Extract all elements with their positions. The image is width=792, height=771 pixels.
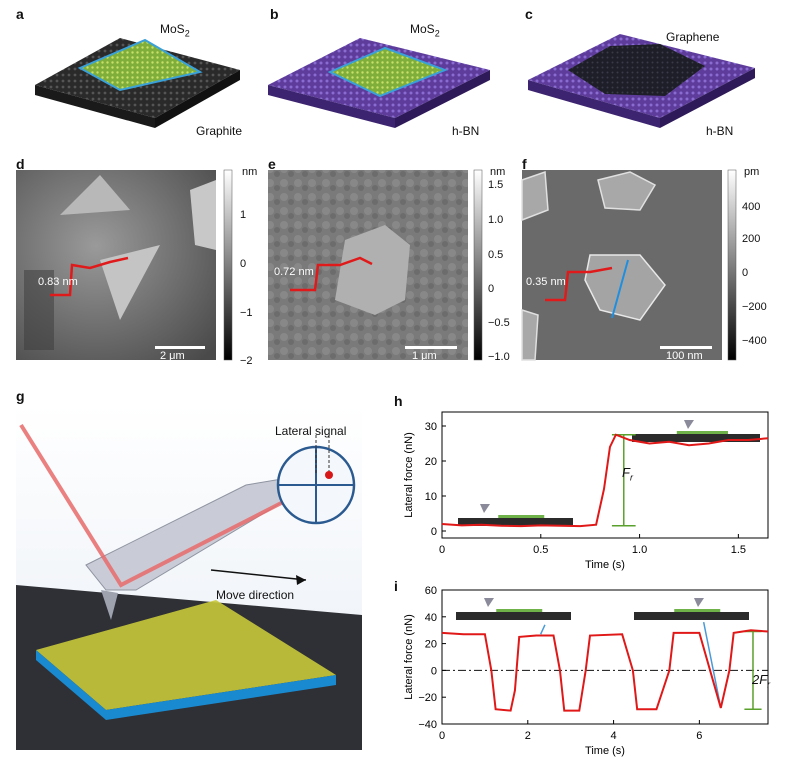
tip-icon [484,598,494,607]
photodetector [276,435,356,525]
panel-letter-h: h [394,393,403,409]
y-tick-label: 60 [425,585,437,597]
panel-letter-f: f [522,156,527,172]
chart-i: 0 2 4 6 −40 −20 0 20 40 60 Time (s) Lateral force (… [403,585,769,757]
scale-bar-e: 1 μm [412,350,437,362]
y-tick-label: 40 [425,612,437,624]
contact-arrow [539,624,546,635]
label-mos2-a: MoS2 [160,22,190,39]
y-tick-label: 20 [425,456,437,468]
panel-letter-c: c [525,6,533,22]
plot-frame [441,589,769,725]
move-direction-arrow [210,569,307,581]
y-tick-label: 0 [431,665,437,677]
substrate-icon [458,518,573,526]
substrate-icon [456,612,571,620]
chart-h: 0 0.5 1.0 1.5 0 10 20 30 Time (s) Lateral force (… [403,411,769,571]
panel-letter-d: d [16,156,25,172]
tip-icon [694,598,704,607]
x-axis-label: Time (s) [585,745,625,757]
mos2-lattice [36,600,336,720]
x-tick-label: 0 [439,730,445,742]
scale-bar-f: 100 nm [666,350,703,362]
hbn-slab-b [268,38,490,128]
fr-label-h: Fr [622,465,633,483]
hbn-slab-c [528,34,755,128]
y-axis-label: Lateral force (nN) [403,432,415,518]
flake-icon [674,609,721,612]
x-axis-label: Time (s) [585,559,625,571]
colorbar-unit-d: nm [242,166,258,178]
label-hbn-c: h-BN [706,124,734,138]
x-tick-label: 4 [611,730,617,742]
series-line [441,433,769,528]
y-tick-label: 10 [425,491,437,503]
afm-image-d [16,170,216,360]
heterostructure-illustrations [35,34,755,128]
y-tick-label: 0 [431,526,437,538]
tip-icon [480,504,490,513]
label-hbn-b: h-BN [452,124,480,138]
panel-letter-b: b [270,6,279,22]
colorbar-unit-e: nm [490,166,506,178]
afm-schematic [16,405,362,750]
x-tick-label: 0 [439,544,445,556]
scale-bar-d: 2 μm [160,350,185,362]
y-tick-label: 30 [425,421,437,433]
y-tick-label: −20 [418,692,437,704]
label-move-direction: Move direction [216,588,295,602]
x-tick-label: 0.5 [533,544,548,556]
step-height-d: 0.83 nm [38,276,78,288]
afm-image-f [521,170,722,361]
panel-letter-a: a [16,6,24,22]
colorbar-unit-f: pm [744,166,760,178]
afm-images [16,169,737,361]
fr-label-i: 2Fr [752,672,771,690]
x-tick-label: 2 [525,730,531,742]
substrate-icon [632,434,760,442]
plot-frame [441,411,769,539]
x-tick-label: 1.5 [731,544,746,556]
panel-letter-i: i [394,578,398,594]
label-lateral-signal: Lateral signal [275,424,347,438]
step-height-e: 0.72 nm [274,266,314,278]
series-line [441,629,769,712]
panel-letter-g: g [16,388,25,404]
label-graphene: Graphene [666,30,720,44]
graphite-slab [35,38,240,128]
flake-icon [496,609,543,612]
flake-icon [498,515,545,518]
substrate-icon [634,612,749,620]
tip-icon [684,420,694,429]
label-graphite: Graphite [196,124,243,138]
label-mos2-b: MoS2 [410,22,440,39]
y-tick-label: 20 [425,639,437,651]
flake-icon [676,431,728,434]
step-height-f: 0.35 nm [526,276,566,288]
x-tick-label: 6 [696,730,702,742]
contact-arrow [702,622,722,709]
panel-letter-e: e [268,156,276,172]
y-axis-label: Lateral force (nN) [403,614,415,700]
y-tick-label: −40 [418,719,437,731]
x-tick-label: 1.0 [632,544,647,556]
afm-image-e [268,170,468,360]
